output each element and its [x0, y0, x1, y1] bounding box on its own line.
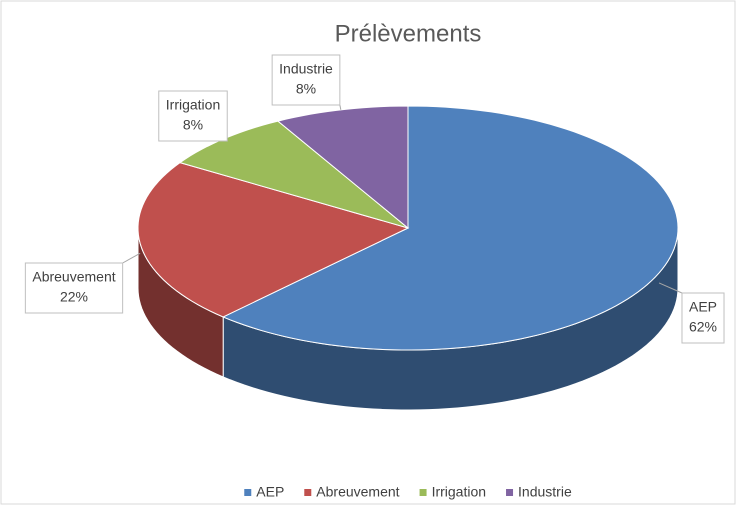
label-box: [271, 54, 341, 106]
legend-marker: [419, 489, 427, 496]
data-label: Irrigation 8%: [158, 90, 228, 142]
data-label: Industrie 8%: [271, 54, 341, 106]
slice: [221, 105, 679, 351]
legend-label: Irrigation: [432, 484, 486, 500]
leader-line: [122, 252, 141, 264]
label-category: AEP: [689, 299, 717, 315]
slice: [276, 105, 409, 230]
slice: [137, 162, 410, 318]
label-category: Industrie: [279, 61, 333, 77]
label-value: 8%: [296, 81, 316, 97]
label-box: [24, 262, 124, 314]
leader-line: [339, 104, 342, 110]
label-value: 62%: [689, 319, 717, 335]
data-label: Abreuvement 22%: [24, 262, 124, 314]
legend-label: Abreuvement: [316, 484, 399, 500]
legend-marker: [304, 489, 312, 496]
leader-line: [658, 282, 683, 294]
legend-marker: [506, 489, 514, 496]
data-label: AEP 62%: [681, 292, 725, 344]
legend-label: Industrie: [518, 484, 572, 500]
chart-title: Prélèvements: [335, 20, 482, 47]
label-value: 8%: [183, 117, 203, 133]
label-box: [158, 90, 228, 142]
label-category: Abreuvement: [32, 269, 115, 285]
label-category: Irrigation: [166, 97, 220, 113]
label-box: [681, 292, 725, 344]
legend: AEP Abreuvement Irrigation Industrie: [244, 484, 572, 500]
legend-label: AEP: [256, 484, 284, 500]
label-value: 22%: [60, 289, 88, 305]
legend-marker: [244, 489, 252, 496]
